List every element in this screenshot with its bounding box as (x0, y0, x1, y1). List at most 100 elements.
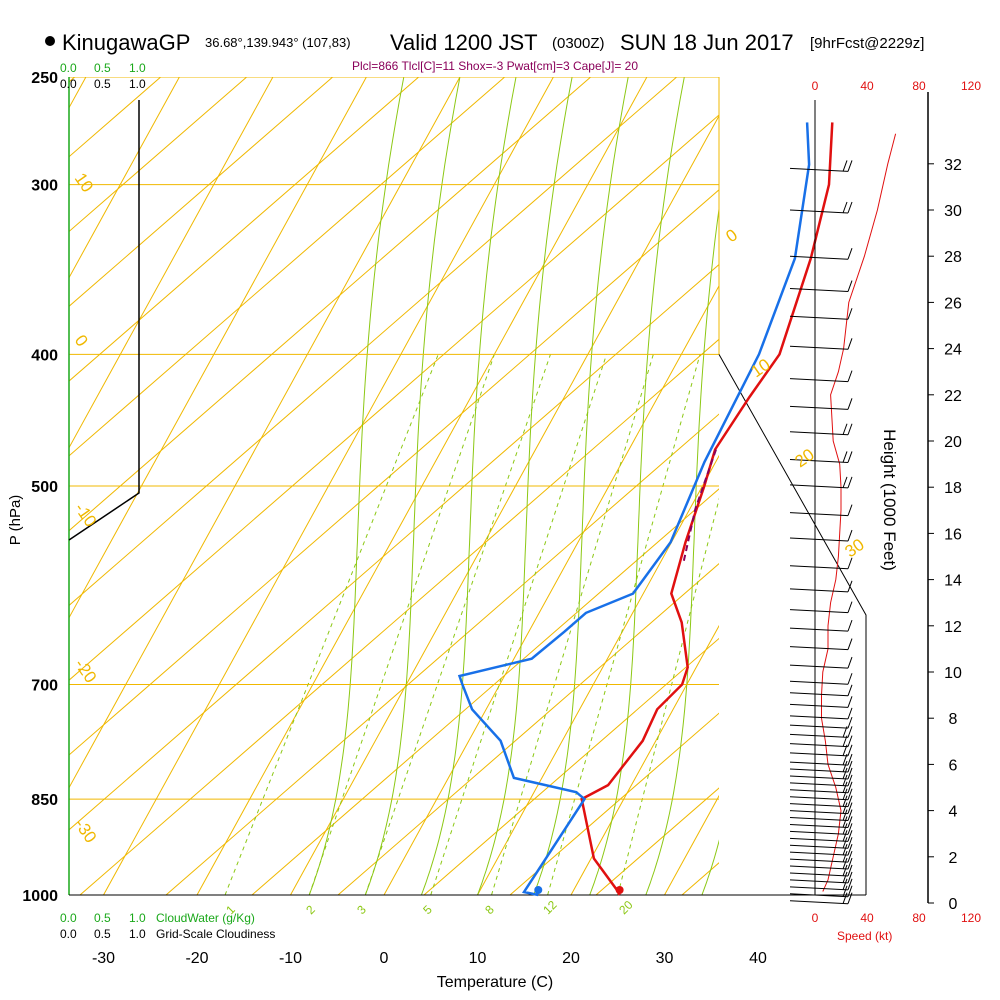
data-marks (457, 122, 834, 897)
y-axis-label: P (hPa) (7, 495, 24, 546)
wind-barb (789, 338, 853, 350)
height-tick-label: 6 (949, 757, 958, 774)
temperature-tick: -30 (92, 950, 115, 967)
moist-adiabat-line (420, 77, 517, 895)
pressure-tick: 500 (31, 479, 58, 496)
pressure-tick: 850 (31, 792, 58, 809)
cw-tick-top-0: 0.0 (60, 61, 77, 75)
wind-barb (789, 767, 853, 780)
speed-tick-bottom: 0 (812, 911, 819, 925)
isotherm-line (69, 77, 180, 279)
speed-axis-label: Speed (kt) (837, 929, 892, 943)
wind-barb (789, 753, 853, 766)
mixing-ratio-label: 5 (420, 902, 435, 917)
temperature-tick: 40 (749, 950, 767, 967)
temperature-line (580, 122, 834, 896)
wind-barb (789, 696, 853, 708)
wind-barb (789, 638, 853, 651)
wind-barb (789, 892, 853, 905)
wind-barb (789, 280, 853, 293)
pressure-tick: 400 (31, 347, 58, 364)
speed-tick-top: 80 (912, 79, 926, 93)
wind-barb (789, 423, 853, 436)
height-tick-label: 24 (944, 342, 962, 359)
forecast-info: [9hrFcst@2229z] (810, 35, 924, 52)
dry-adiabat-line (854, 77, 1000, 895)
mixing-ratio-label: 12 (540, 898, 560, 918)
wind-barb (789, 398, 853, 410)
wind-barb (789, 308, 853, 320)
moist-adiabat-line (589, 77, 685, 895)
wind-panel: 0246810121416182022242628303200404080801… (789, 79, 981, 925)
tropopause-edge (718, 354, 867, 895)
wind-barb (789, 684, 853, 697)
temperature-tick: 20 (562, 950, 580, 967)
cw-tick-top-2: 1.0 (129, 61, 146, 75)
moist-adiabat-line (477, 77, 573, 895)
wind-barb (789, 557, 853, 570)
wind-barb (789, 760, 853, 773)
parcel-line (682, 449, 717, 564)
wind-barb (789, 885, 853, 898)
cloudiness-label: Grid-Scale Cloudiness (156, 927, 275, 941)
mixing-ratio-label: 20 (616, 898, 636, 918)
utc-time: (0300Z) (552, 35, 605, 52)
height-tick-label: 26 (944, 295, 962, 312)
isotherm-label: 0 (71, 331, 92, 350)
cl-tick-bottom-2: 1.0 (129, 927, 146, 941)
speed-tick-top: 0 (812, 79, 819, 93)
cl-tick-bottom-1: 0.5 (94, 927, 111, 941)
pressure-tick: 1000 (22, 888, 58, 905)
pressure-tick: 250 (31, 70, 58, 87)
wind-barb (789, 857, 853, 870)
height-tick-label: 32 (944, 157, 962, 174)
dewpoint-line (457, 122, 811, 897)
isotherm-line (758, 77, 1000, 895)
height-tick-label: 2 (949, 850, 958, 867)
isotherm-label: 10 (747, 355, 773, 381)
mixing-ratio-label: 8 (482, 902, 497, 917)
wind-barb (789, 619, 853, 632)
moist-adiabat-line (364, 77, 461, 895)
height-tick-label: 30 (944, 203, 962, 220)
wind-barb (789, 476, 853, 489)
cl-tick-top-1: 0.5 (94, 77, 111, 91)
dry-adiabat-line (509, 712, 719, 895)
wind-barb (789, 451, 853, 463)
isotherm-line (570, 624, 719, 895)
isotherm-line (69, 77, 274, 449)
isotherm-label: 10 (71, 169, 97, 195)
station-name: KinugawaGP (62, 30, 190, 55)
isotherm-label: 20 (791, 445, 817, 471)
wind-barb (789, 726, 853, 738)
speed-tick-bottom: 120 (961, 911, 981, 925)
wind-barb (789, 802, 853, 815)
height-tick-label: 4 (949, 804, 958, 821)
wind-barb (789, 201, 853, 214)
wind-barb (789, 830, 853, 842)
wind-barb (789, 795, 853, 808)
speed-tick-bottom: 40 (860, 911, 874, 925)
mixing-ratio-line (224, 354, 439, 895)
valid-date: SUN 18 Jun 2017 (620, 30, 794, 55)
height-tick-label: 12 (944, 619, 962, 636)
speed-tick-top: 120 (961, 79, 981, 93)
cl-tick-top-2: 1.0 (129, 77, 146, 91)
station-coords: 36.68°,139.943° (107,83) (205, 35, 351, 50)
height-tick-label: 10 (944, 665, 962, 682)
background-grid (69, 77, 1000, 895)
wind-barb (789, 248, 853, 260)
dry-adiabat-line (423, 637, 719, 895)
dry-adiabat-line (69, 77, 248, 233)
moist-adiabat-line (308, 77, 405, 895)
wind-barb (789, 673, 853, 685)
temperature-tick: 0 (380, 950, 389, 967)
temperature-tick: 10 (469, 950, 487, 967)
height-axis-label: Height (1000 Feet) (880, 429, 899, 571)
height-tick-label: 28 (944, 249, 962, 266)
isotherm-label: 30 (841, 535, 867, 561)
valid-time: Valid 1200 JST (390, 30, 538, 55)
wind-barb (789, 580, 853, 593)
dry-adiabat-line (69, 77, 420, 382)
